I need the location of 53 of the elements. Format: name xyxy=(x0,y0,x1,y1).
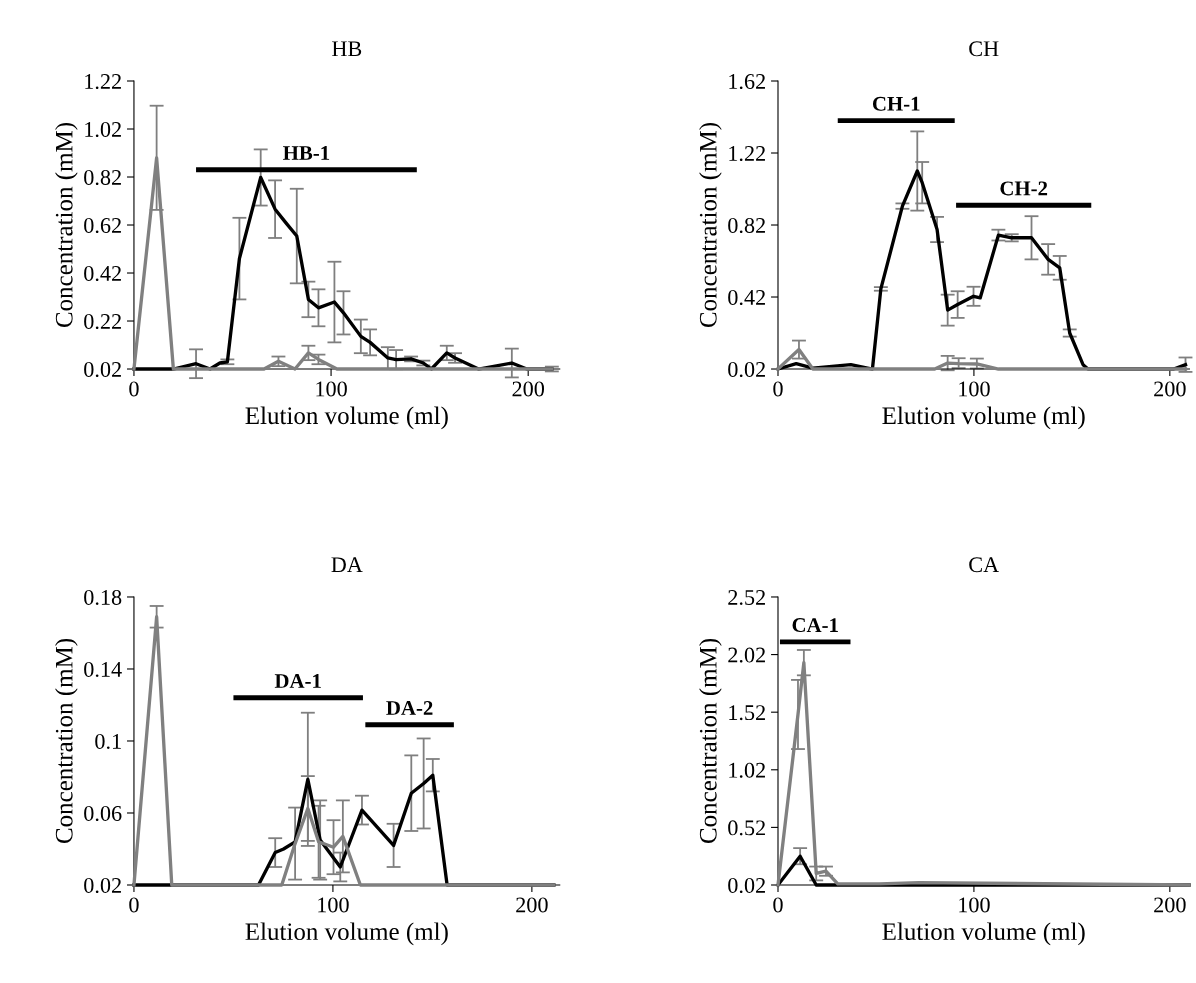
y-tick-label: 1.22 xyxy=(729,146,765,162)
y-tick-label: 0.42 xyxy=(728,289,765,306)
x-tick-label: 0 xyxy=(129,897,139,913)
y-axis-title: Concentration (mM) xyxy=(55,123,78,328)
y-tick-label: 1.02 xyxy=(729,762,765,778)
x-axis-title: Elution volume (ml) xyxy=(245,406,448,430)
series-label: DA-1 xyxy=(274,674,321,688)
y-tick-label: 0.52 xyxy=(728,820,765,836)
x-tick-label: 0 xyxy=(129,381,139,397)
y-tick-label: 1.52 xyxy=(729,705,765,721)
y-axis-title: Concentration (mM) xyxy=(699,123,722,328)
x-tick-label: 200 xyxy=(512,381,545,397)
y-tick-label: 0.14 xyxy=(84,661,122,678)
y-tick-label: 0.02 xyxy=(84,361,121,378)
series-label: CH-1 xyxy=(872,96,920,111)
y-tick-label: 0.22 xyxy=(84,313,121,330)
y-tick-label: 1.22 xyxy=(85,73,121,90)
chart-title: CA xyxy=(969,557,999,573)
x-tick-label: 100 xyxy=(316,381,347,397)
y-tick-label: 0.18 xyxy=(84,589,122,605)
y-tick-label: 0.42 xyxy=(84,265,121,282)
y-tick-label: 2.02 xyxy=(728,647,765,663)
chart-title: DA xyxy=(331,557,363,573)
x-tick-label: 100 xyxy=(318,897,349,913)
x-axis-title: Elution volume (ml) xyxy=(245,922,448,946)
y-tick-label: 0.06 xyxy=(84,805,122,822)
y-tick-label: 0.82 xyxy=(728,217,765,234)
y-tick-label: 0.82 xyxy=(84,169,121,186)
y-axis-title: Concentration (mM) xyxy=(55,638,78,844)
y-tick-label: 0.02 xyxy=(84,877,121,894)
legend-label: CA-1 xyxy=(792,618,838,633)
chart-title: HB xyxy=(332,41,362,57)
x-tick-label: 200 xyxy=(516,897,548,913)
x-axis-title: Elution volume (ml) xyxy=(882,406,1085,430)
series-label: CH-2 xyxy=(1000,181,1048,196)
x-tick-label: 100 xyxy=(959,381,990,397)
y-tick-label: 1.62 xyxy=(729,73,765,90)
y-tick-label: 2.52 xyxy=(728,589,765,605)
series-label: DA-2 xyxy=(386,701,433,715)
y-tick-label: 0.02 xyxy=(728,361,765,378)
x-tick-label: 0 xyxy=(773,381,783,397)
y-tick-label: 1.02 xyxy=(85,121,121,138)
x-tick-label: 200 xyxy=(1154,897,1186,913)
y-tick-label: 0.02 xyxy=(728,877,765,894)
x-tick-label: 0 xyxy=(773,897,783,913)
x-axis-title: Elution volume (ml) xyxy=(882,922,1085,946)
series-label: HB-1 xyxy=(283,146,330,160)
y-tick-label: 0.1 xyxy=(95,733,121,750)
chart-title: CH xyxy=(969,41,999,57)
x-tick-label: 100 xyxy=(959,897,990,913)
x-tick-label: 200 xyxy=(1154,381,1186,397)
y-tick-label: 0.62 xyxy=(84,217,121,234)
y-axis-title: Concentration (mM) xyxy=(699,638,722,844)
